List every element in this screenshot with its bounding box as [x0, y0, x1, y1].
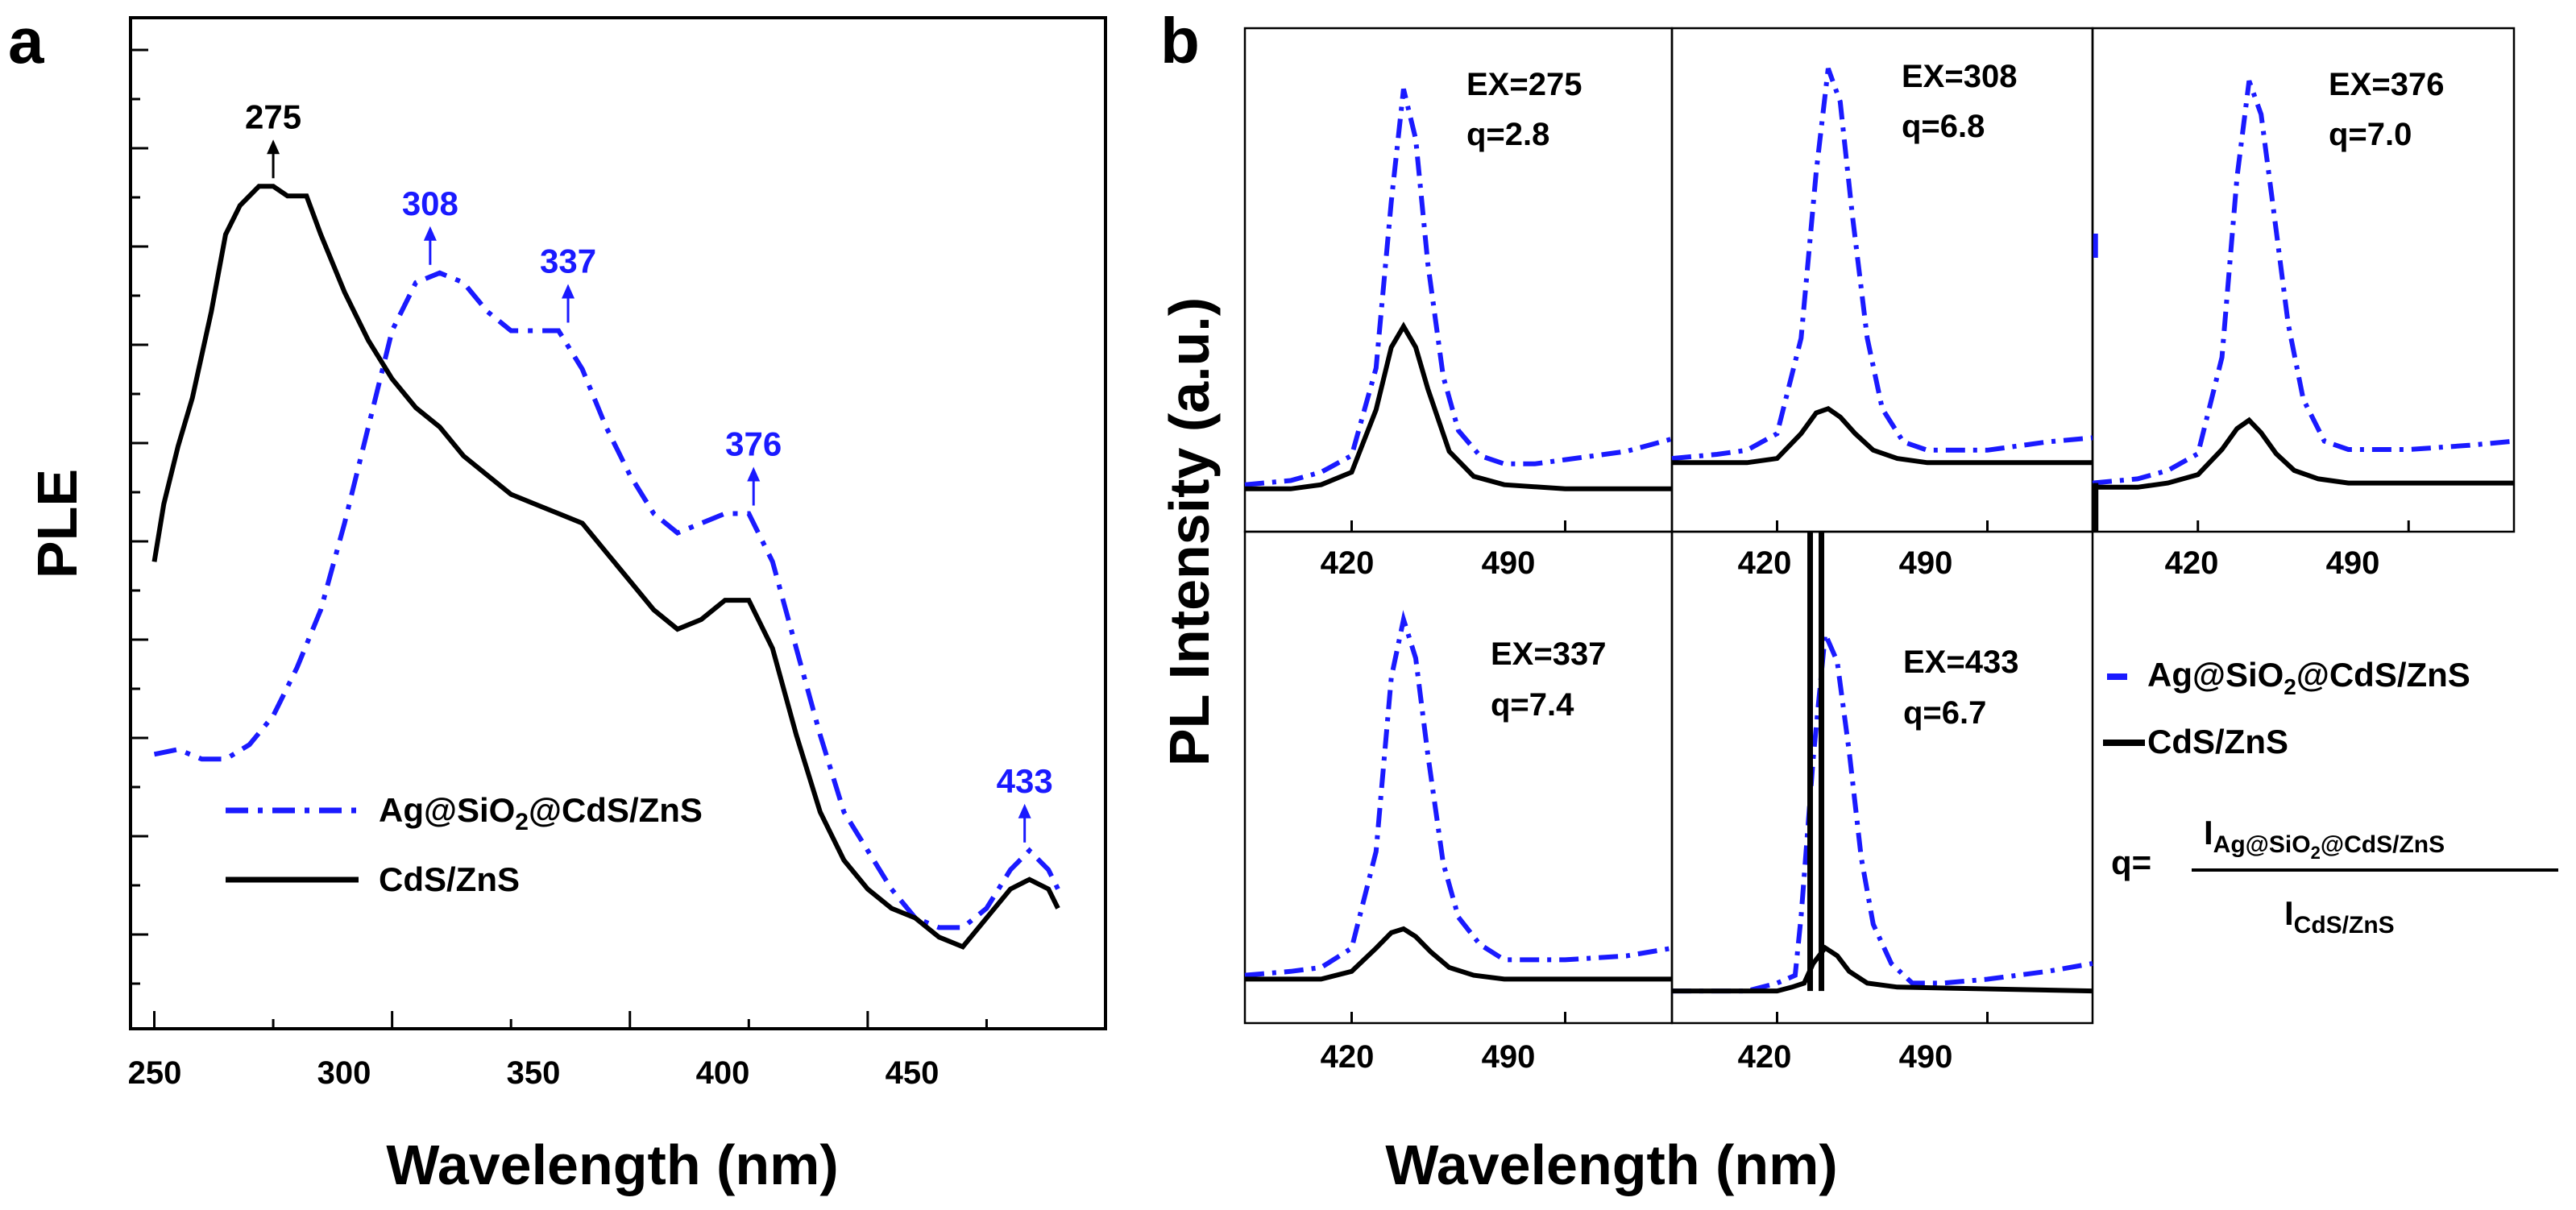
subplot-frame-ex376 — [2091, 27, 2516, 533]
series-cds-zns — [151, 184, 1060, 950]
panel-a-y-ticks — [131, 48, 148, 985]
legend-label-blue: Ag@SiO2@CdS/ZnS — [379, 791, 703, 835]
panel-a-x-ticks — [153, 1011, 1107, 1029]
subplot-ex275-q: q=2.8 — [1466, 117, 1549, 152]
subplot-3-series-ag-sio2-cds-zns — [1244, 610, 1673, 978]
x-tick-400: 400 — [696, 1055, 750, 1091]
x-tick-450: 450 — [886, 1055, 940, 1091]
peak-arrow-head — [267, 139, 280, 155]
b-top-mid-tick-490: 490 — [1899, 545, 1953, 581]
subplot-ex376-label: EX=376 — [2329, 67, 2444, 102]
subplot-ex308-q: q=6.8 — [1902, 109, 1985, 144]
subplot-ex337-label: EX=337 — [1491, 636, 1606, 672]
panel-a-x-axis-title: Wavelength (nm) — [386, 1133, 838, 1196]
peak-label-433: 433 — [997, 762, 1053, 800]
panel-b-y-axis-title: PL Intensity (a.u.) — [1158, 297, 1221, 766]
subplot-2-series-cds-zns — [2093, 416, 2514, 490]
subplot-3-series-cds-zns — [1245, 926, 1672, 982]
subplot-4-series-cds-zns — [1672, 944, 2093, 994]
peak-arrow-head — [747, 466, 761, 482]
subplot-ex433-q: q=6.7 — [1903, 695, 1986, 731]
b-top-left-tick-490: 490 — [1482, 545, 1536, 581]
formula-denominator: ICdS/ZnS — [2284, 894, 2395, 939]
subplot-1-series-ag-sio2-cds-zns — [1671, 67, 2093, 462]
subplot-frame-ex433 — [1670, 530, 2094, 1025]
peak-arrow-head — [423, 226, 437, 241]
peak-label-337: 337 — [540, 242, 596, 280]
peak-label-308: 308 — [402, 184, 458, 222]
formula-numerator: IAg@SiO2@CdS/ZnS — [2204, 814, 2445, 863]
subplot-ex433-label: EX=433 — [1903, 644, 2018, 680]
b-bottom-mid-tick-420: 420 — [1738, 1039, 1792, 1075]
peak-arrow-head — [562, 284, 575, 299]
subplot-ex308-label: EX=308 — [1902, 59, 2017, 94]
subplot-ex275-label: EX=275 — [1466, 67, 1582, 102]
b-top-mid-tick-420: 420 — [1738, 545, 1792, 581]
subplot-0-series-ag-sio2-cds-zns — [1244, 88, 1673, 487]
panel-a-y-axis-title: PLE — [26, 469, 89, 578]
subplot-1-series-cds-zns — [1672, 405, 2093, 466]
formula-lhs: q= — [2111, 843, 2151, 881]
panel-a-label: a — [8, 5, 44, 77]
x-tick-250: 250 — [128, 1055, 182, 1091]
b-bottom-mid-tick-490: 490 — [1899, 1039, 1953, 1075]
panel-a: a 250 300 350 400 450 Wavelength (nm) PL… — [8, 5, 1107, 1196]
panel-a-legend: Ag@SiO2@CdS/ZnS CdS/ZnS — [226, 791, 703, 898]
panel-b: b PL Intensity (a.u.) Wavelength (nm) EX… — [1158, 5, 2558, 1196]
subplot-frame-ex308 — [1670, 27, 2094, 533]
peak-arrow-head — [1018, 803, 1031, 818]
panel-b-curves — [1244, 67, 2515, 1023]
b-top-left-tick-420: 420 — [1321, 545, 1375, 581]
panel-b-x-axis-title: Wavelength (nm) — [1385, 1133, 1837, 1196]
x-tick-350: 350 — [507, 1055, 561, 1091]
b-bottom-left-tick-490: 490 — [1482, 1039, 1536, 1075]
b-top-right-tick-490: 490 — [2326, 545, 2380, 581]
q-formula: q= IAg@SiO2@CdS/ZnS ICdS/ZnS — [2111, 814, 2558, 939]
subplot-ex337-q: q=7.4 — [1491, 687, 1574, 723]
b-legend-label-blue: Ag@SiO2@CdS/ZnS — [2147, 656, 2470, 699]
series-ag-sio2-cds-zns — [153, 270, 1060, 930]
panel-b-label: b — [1160, 5, 1200, 77]
panel-a-peak-annotations: 275 308 337 376 433 — [245, 97, 1053, 843]
legend-label-black: CdS/ZnS — [379, 860, 520, 898]
b-bottom-left-tick-420: 420 — [1321, 1039, 1375, 1075]
peak-label-275: 275 — [245, 97, 301, 135]
panel-b-legend: Ag@SiO2@CdS/ZnS CdS/ZnS — [2103, 656, 2470, 760]
subplot-ex376-q: q=7.0 — [2329, 117, 2412, 152]
subplot-0-series-cds-zns — [1245, 321, 1672, 491]
b-legend-label-black: CdS/ZnS — [2147, 723, 2288, 760]
x-tick-300: 300 — [317, 1055, 371, 1091]
peak-label-376: 376 — [725, 425, 782, 463]
subplot-4-series-ag-sio2-cds-zns — [1672, 624, 2093, 994]
subplot-2-series-ag-sio2-cds-zns — [2092, 80, 2515, 486]
panel-a-axes-frame — [129, 16, 1107, 1030]
subplot-frame-ex337 — [1243, 530, 1674, 1025]
b-top-right-tick-420: 420 — [2165, 545, 2219, 581]
